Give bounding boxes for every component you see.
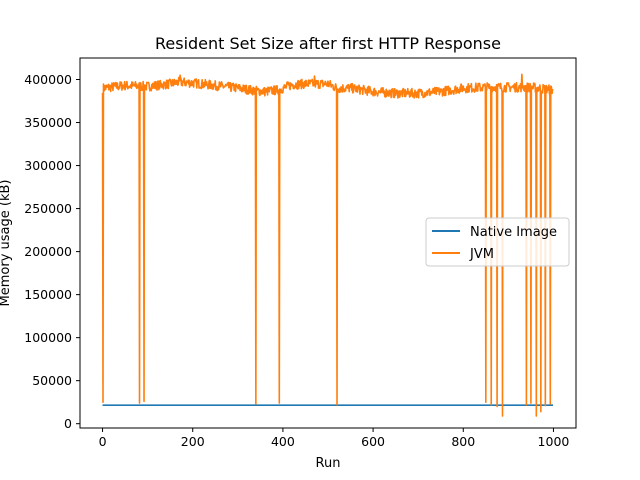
- legend-entry-label: Native Image: [470, 225, 557, 240]
- legend-box: [425, 217, 570, 267]
- y-tick-label: 50000: [32, 373, 72, 388]
- y-tick-label: 0: [64, 416, 72, 431]
- plot-lines: [101, 73, 554, 417]
- x-tick-label: 800: [451, 434, 475, 449]
- y-tick-label: 150000: [24, 287, 72, 302]
- y-tick-label: 350000: [24, 115, 72, 130]
- plot-frame: [79, 57, 577, 429]
- y-tick-label: 100000: [24, 330, 72, 345]
- y-axis-label: Memory usage (kB): [0, 180, 13, 307]
- y-tick-label: 200000: [24, 244, 72, 259]
- legend-entry-label: JVM: [469, 247, 494, 262]
- x-tick-label: 0: [99, 434, 107, 449]
- x-tick-label: 1000: [538, 434, 570, 449]
- y-tick-label: 300000: [24, 158, 72, 173]
- y-tick-label: 250000: [24, 201, 72, 216]
- x-axis-label: Run: [316, 456, 341, 471]
- x-tick-label: 600: [361, 434, 385, 449]
- chart-title: Resident Set Size after first HTTP Respo…: [155, 34, 501, 53]
- x-axis-ticks: 0 200 400 600 800 1000: [99, 428, 570, 449]
- legend: Native Image JVM: [425, 217, 570, 267]
- x-tick-label: 400: [271, 434, 295, 449]
- y-tick-label: 400000: [24, 72, 72, 87]
- y-axis-ticks: 0 50000 100000 150000 200000 250000 300000 3500…: [24, 72, 80, 431]
- x-tick-label: 200: [181, 434, 205, 449]
- series-line-jvm: [101, 73, 554, 417]
